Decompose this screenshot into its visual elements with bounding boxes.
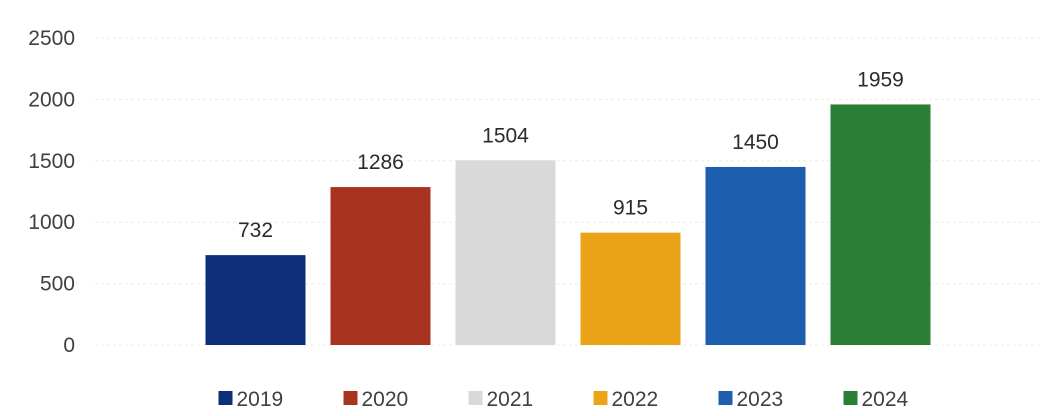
legend-swatch-2021 <box>468 391 483 405</box>
legend-swatch-2024 <box>843 391 858 405</box>
bar-2021 <box>455 160 556 345</box>
legend-swatch-2019 <box>218 391 233 405</box>
legend-label-2022: 2022 <box>612 388 659 411</box>
legend-swatch-2022 <box>593 391 608 405</box>
y-axis-ticks: 0 500 1000 1500 2000 2500 <box>28 27 75 357</box>
legend-label-2019: 2019 <box>237 388 284 411</box>
data-label-2023: 1450 <box>732 131 779 154</box>
y-tick-label: 2000 <box>28 88 75 111</box>
bar-2020 <box>330 187 431 345</box>
data-label-2019: 732 <box>238 219 273 242</box>
y-tick-label: 0 <box>63 334 75 357</box>
bar-2022 <box>580 232 681 345</box>
y-tick-label: 1000 <box>28 211 75 234</box>
data-label-2022: 915 <box>613 197 648 220</box>
legend-label-2023: 2023 <box>737 388 784 411</box>
bar-2024 <box>830 104 931 345</box>
y-tick-label: 1500 <box>28 150 75 173</box>
data-label-2021: 1504 <box>482 124 529 147</box>
legend-label-2021: 2021 <box>487 388 534 411</box>
legend-label-2024: 2024 <box>862 388 909 411</box>
legend: 2019 2020 2021 2022 2023 2024 <box>218 388 909 411</box>
data-label-2024: 1959 <box>857 68 904 91</box>
data-labels: 732 1286 1504 915 1450 1959 <box>238 68 904 242</box>
legend-label-2020: 2020 <box>362 388 409 411</box>
legend-swatch-2023 <box>718 391 733 405</box>
bars <box>205 104 931 345</box>
bar-2023 <box>705 166 806 345</box>
bar-2019 <box>205 255 306 345</box>
y-tick-label: 500 <box>40 273 75 296</box>
y-tick-label: 2500 <box>28 27 75 50</box>
legend-swatch-2020 <box>343 391 358 405</box>
data-label-2020: 1286 <box>357 151 404 174</box>
